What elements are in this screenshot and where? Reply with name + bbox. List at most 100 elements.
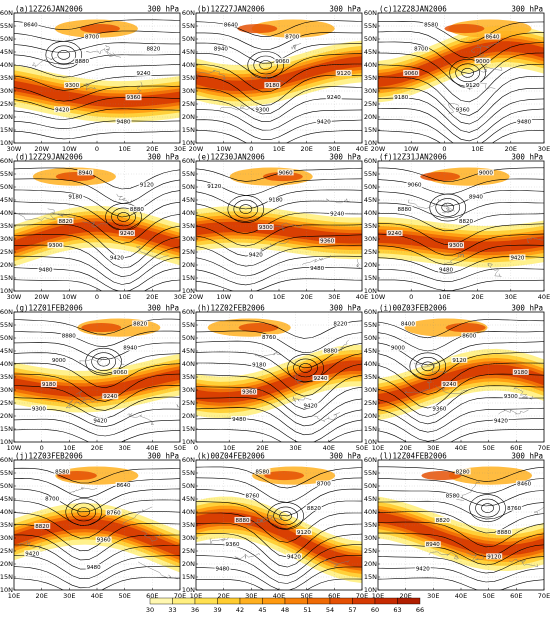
contour-label: 9240 [314, 376, 328, 382]
y-tick-label: 15N [364, 274, 377, 282]
x-tick-label: 20E [300, 145, 312, 153]
contour-label: 8820 [58, 219, 72, 225]
y-tick-label: 15N [182, 573, 195, 581]
x-tick-label: 30E [505, 293, 517, 301]
contour-label: 8940 [469, 195, 483, 201]
y-tick-label: 60N [0, 456, 13, 464]
y-tick-label: 55N [182, 170, 195, 178]
contour-label: 9120 [140, 183, 154, 189]
y-tick-label: 30N [364, 87, 377, 95]
y-tick-label: 30N [182, 87, 195, 95]
colorbar-swatch [263, 598, 286, 604]
colorbar-tick-label: 42 [236, 606, 244, 614]
y-tick-label: 35N [364, 222, 377, 230]
level-label: 300 hPa [511, 153, 543, 162]
level-label: 300 hPa [329, 304, 361, 313]
contour-label: 9000 [52, 358, 66, 364]
contour-label: 8820 [307, 506, 321, 512]
contour-label: 9480 [232, 417, 246, 423]
x-tick-label: 10E [118, 145, 130, 153]
y-tick-label: 40N [364, 209, 377, 217]
contour-label: 9000 [476, 59, 490, 65]
y-tick-label: 20N [0, 261, 13, 269]
panel-title: (c)12Z28JAN2006 [379, 5, 447, 14]
contour-label: 9300 [255, 107, 269, 113]
contour-label: 9180 [514, 370, 528, 376]
x-tick-label: 40E [91, 592, 103, 600]
contour-label: 9420 [110, 255, 124, 261]
panel-title: (k)00Z04FEB2006 [197, 452, 265, 461]
contour-label: 9180 [68, 195, 82, 201]
colorbar-swatch [173, 598, 196, 604]
y-tick-label: 25N [364, 399, 377, 407]
x-tick-label: 20W [189, 293, 204, 301]
contour-label: 9240 [330, 211, 344, 217]
contour-label: 9120 [466, 83, 480, 89]
panel-title: (j)12Z03FEB2006 [15, 452, 83, 461]
y-tick-label: 40N [182, 508, 195, 516]
x-tick-label: 10E [273, 293, 285, 301]
x-tick-label: 30E [328, 293, 340, 301]
y-tick-label: 20N [182, 113, 195, 121]
y-tick-label: 50N [182, 334, 195, 342]
y-tick-label: 30N [182, 235, 195, 243]
contour-label: 8400 [401, 321, 415, 327]
contour-label: 9360 [456, 107, 470, 113]
contour-label: 8880 [75, 59, 89, 65]
jet-shading [445, 24, 485, 33]
contour-label: 8820 [459, 219, 473, 225]
y-tick-label: 30N [0, 386, 13, 394]
y-tick-label: 35N [364, 521, 377, 529]
contour-label: 9420 [416, 566, 430, 572]
x-tick-label: 20E [300, 293, 312, 301]
y-tick-label: 45N [364, 196, 377, 204]
colorbar-tick-label: 51 [303, 606, 311, 614]
y-tick-label: 35N [0, 74, 13, 82]
contour-label: 9180 [42, 382, 56, 388]
y-tick-label: 15N [364, 126, 377, 134]
x-tick-label: 10E [438, 293, 450, 301]
y-tick-label: 55N [0, 469, 13, 477]
y-tick-label: 15N [0, 126, 13, 134]
x-tick-label: 10E [8, 592, 20, 600]
y-tick-label: 15N [182, 425, 195, 433]
contour-label: 8640 [24, 22, 38, 28]
contour-label: 9360 [97, 538, 111, 544]
y-tick-label: 45N [364, 495, 377, 503]
colorbar-swatch [330, 598, 353, 604]
contour-label: 9000 [391, 346, 405, 352]
contour-label: 9300 [504, 394, 518, 400]
contour-label: 8880 [235, 518, 249, 524]
contour-label: 9420 [510, 255, 524, 261]
y-tick-label: 25N [182, 547, 195, 555]
y-tick-label: 25N [0, 399, 13, 407]
y-tick-label: 50N [364, 482, 377, 490]
y-tick-label: 25N [364, 248, 377, 256]
colorbar-swatch [218, 598, 241, 604]
y-tick-label: 20N [364, 560, 377, 568]
jet-shading [446, 323, 486, 332]
y-tick-label: 35N [182, 521, 195, 529]
y-tick-label: 50N [364, 35, 377, 43]
colorbar-tick-label: 33 [168, 606, 176, 614]
level-label: 300 hPa [329, 452, 361, 461]
y-tick-label: 45N [0, 347, 13, 355]
y-tick-label: 35N [364, 373, 377, 381]
colorbar-swatch [150, 598, 173, 604]
x-tick-label: 0 [249, 293, 253, 301]
contour-label: 9300 [49, 243, 63, 249]
y-tick-label: 55N [0, 321, 13, 329]
y-tick-label: 60N [0, 157, 13, 165]
y-tick-label: 55N [0, 22, 13, 30]
y-tick-label: 35N [182, 222, 195, 230]
contour-label: 8700 [414, 47, 428, 53]
contour-label: 9480 [216, 566, 230, 572]
y-tick-label: 30N [364, 386, 377, 394]
contour-label: 8880 [323, 349, 337, 355]
contour-label: 9480 [39, 267, 53, 273]
colorbar-tick-label: 66 [416, 606, 424, 614]
contour-label: 9240 [103, 394, 117, 400]
